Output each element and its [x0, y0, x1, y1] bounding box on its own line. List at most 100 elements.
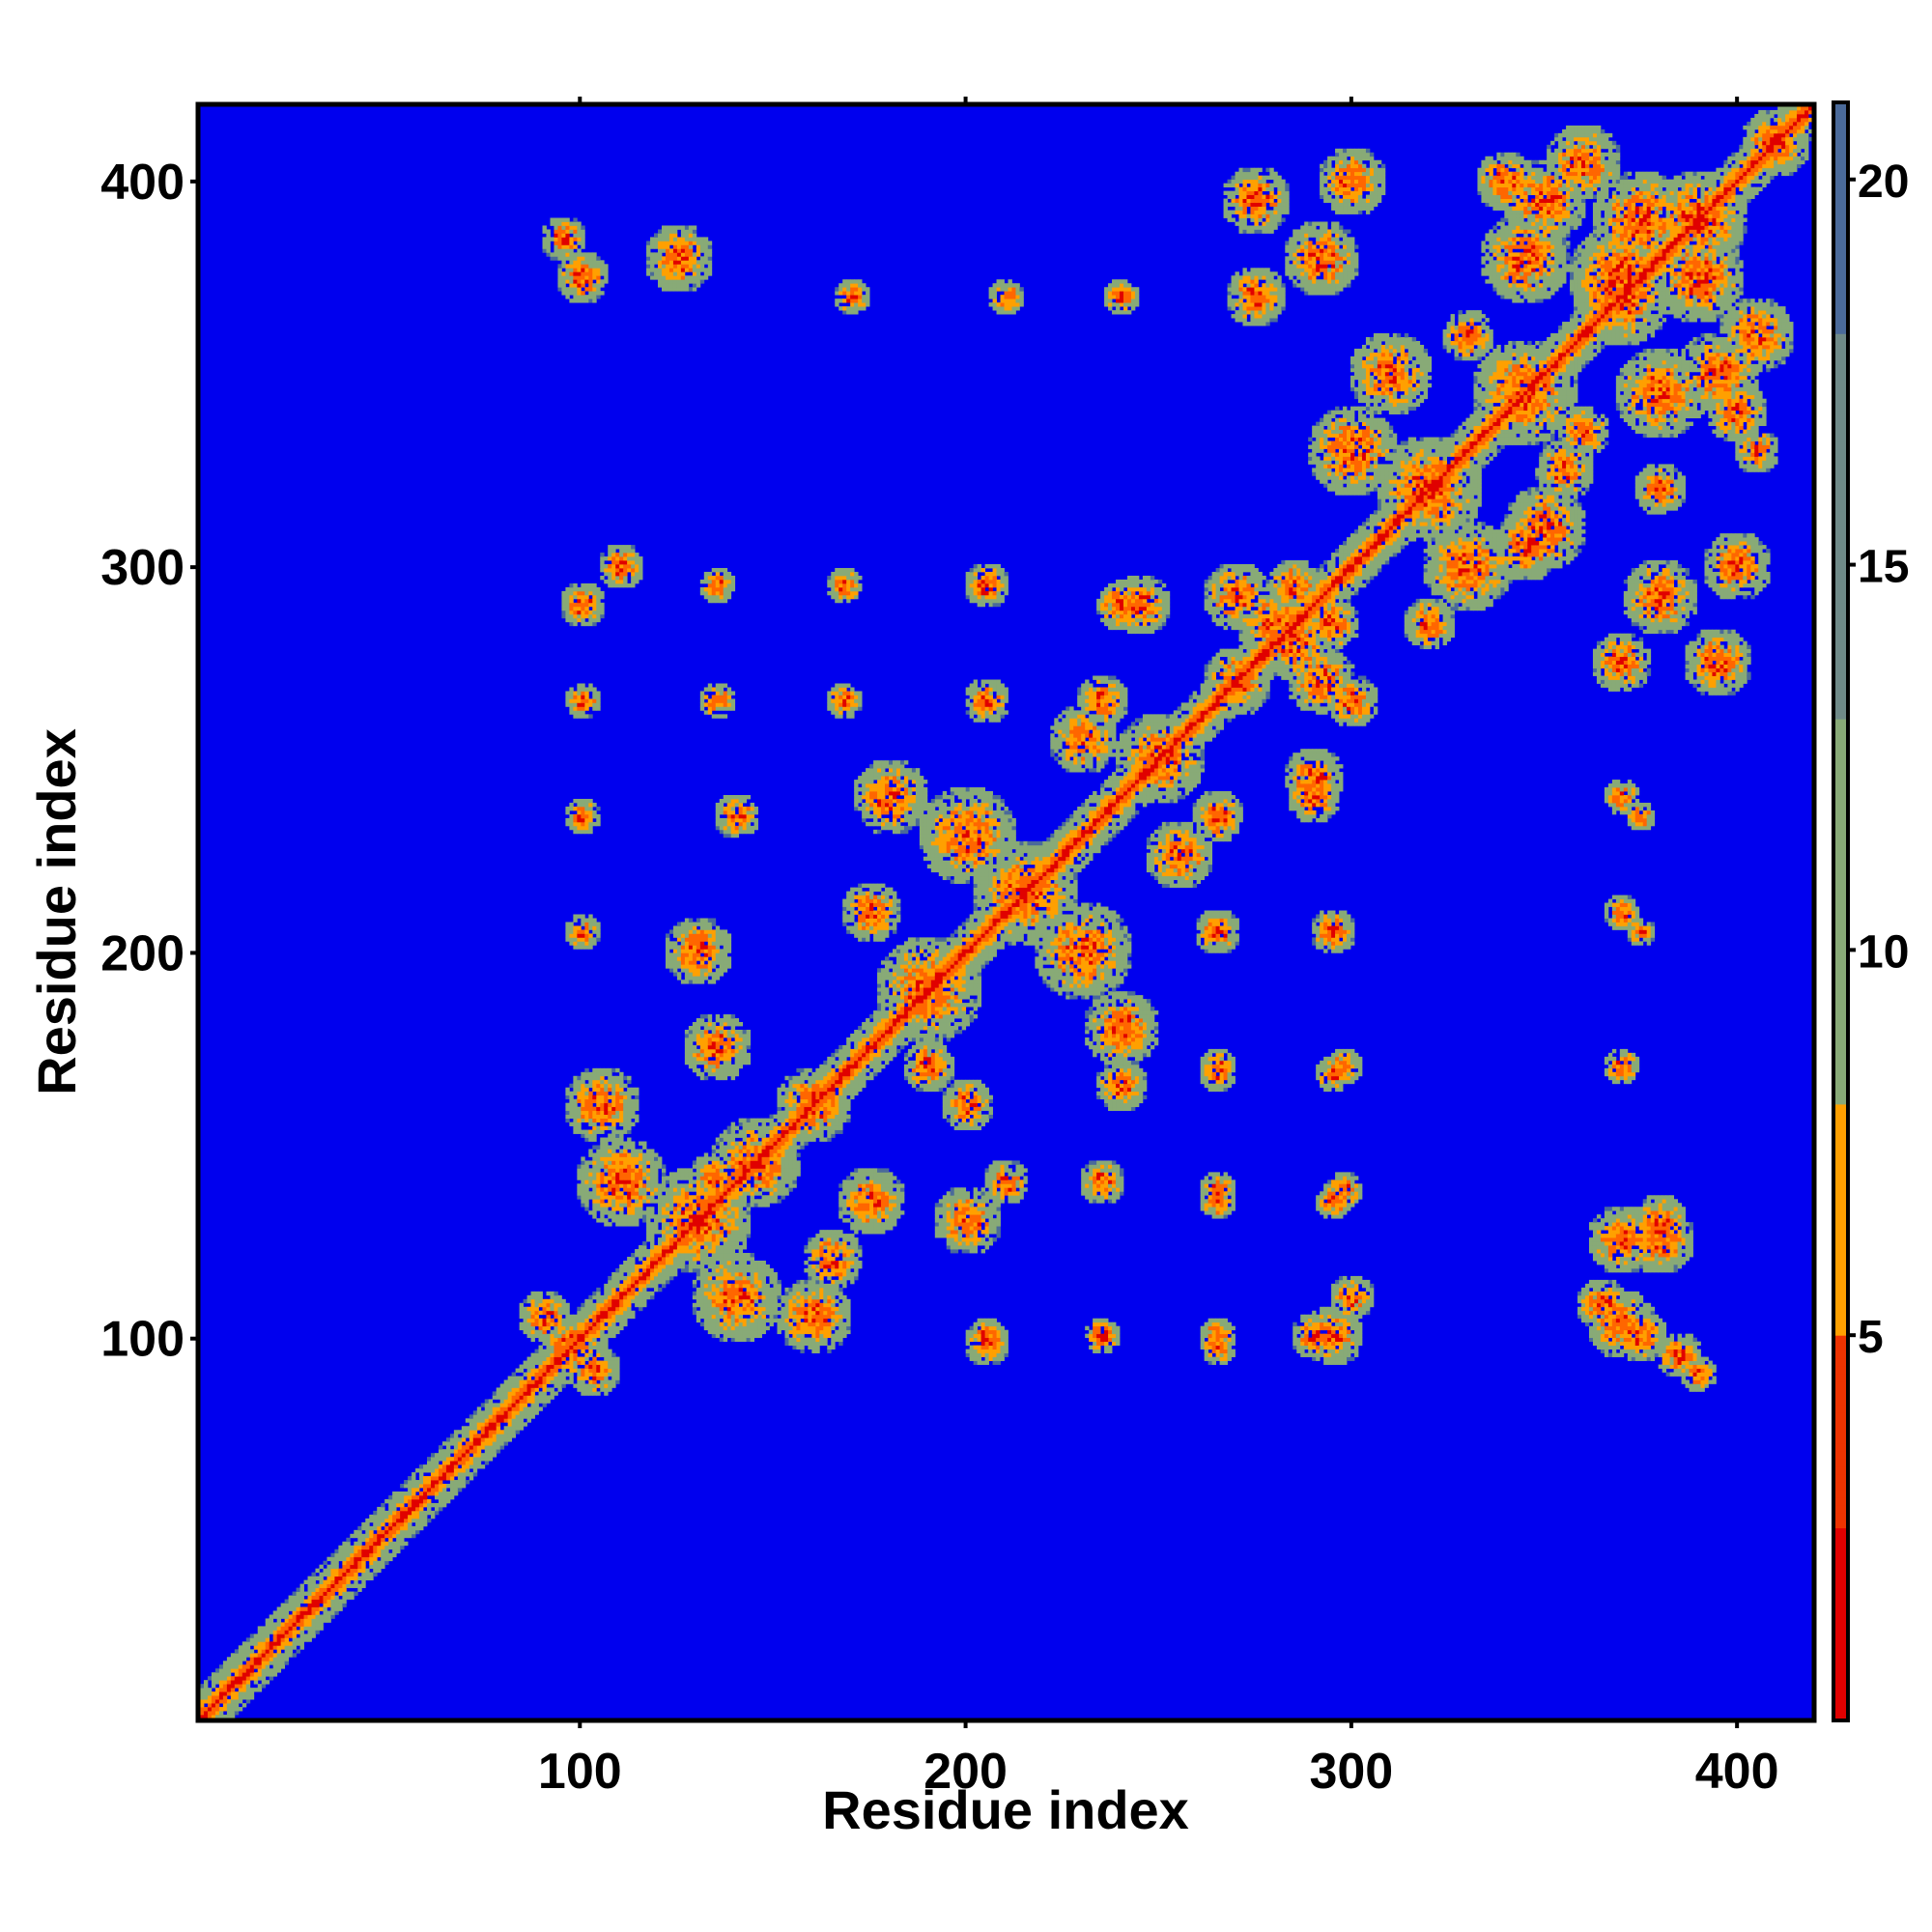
heatmap-cell [719, 1230, 724, 1235]
heatmap-cell [596, 1094, 601, 1100]
heatmap-cell [334, 1564, 339, 1570]
heatmap-cell [577, 710, 582, 715]
heatmap-cell [608, 1094, 612, 1100]
heatmap-cell [226, 1711, 232, 1716]
heatmap-cell [546, 1356, 551, 1361]
heatmap-cell [730, 586, 736, 592]
heatmap-cell [746, 1325, 752, 1331]
heatmap-cell [692, 1214, 697, 1219]
heatmap-cell [257, 1649, 263, 1654]
heatmap-cell [635, 1214, 639, 1219]
heatmap-cell [719, 1257, 724, 1262]
heatmap-cell [650, 241, 655, 245]
heatmap-cell [415, 1480, 420, 1485]
heatmap-cell [726, 586, 732, 592]
heatmap-cell [726, 810, 732, 815]
heatmap-cell [584, 825, 589, 831]
heatmap-cell [400, 1510, 405, 1516]
heatmap-cell [639, 1214, 643, 1219]
heatmap-cell [203, 1680, 209, 1685]
heatmap-cell [257, 1630, 263, 1634]
heatmap-cell [715, 1271, 721, 1277]
heatmap-cell [650, 1257, 655, 1262]
heatmap-cell [453, 1480, 459, 1485]
heatmap-cell [707, 945, 713, 950]
heatmap-cell [658, 229, 663, 234]
heatmap-cell [569, 821, 574, 827]
heatmap-cell [730, 1064, 736, 1069]
heatmap-cell [631, 1176, 636, 1180]
heatmap-cell [734, 1294, 740, 1300]
heatmap-cell [680, 1187, 686, 1192]
heatmap-cell [307, 1622, 312, 1627]
heatmap-cell [581, 590, 585, 596]
heatmap-cell [519, 1302, 524, 1308]
heatmap-cell [511, 1395, 517, 1400]
heatmap-cell [253, 1637, 259, 1642]
heatmap-cell [465, 1430, 470, 1435]
heatmap-cell [600, 1321, 605, 1327]
heatmap-cell [699, 918, 705, 923]
heatmap-cell [457, 1488, 463, 1492]
heatmap-cell [265, 1618, 270, 1623]
heatmap-cell [600, 1129, 605, 1134]
heatmap-cell [676, 225, 682, 230]
heatmap-cell [680, 248, 686, 253]
heatmap-cell [707, 968, 713, 973]
heatmap-cell [654, 1176, 659, 1180]
heatmap-cell [627, 1195, 632, 1200]
heatmap-cell [611, 1364, 616, 1369]
heatmap-cell [707, 964, 713, 969]
heatmap-cell [615, 1294, 620, 1300]
heatmap-cell [565, 1310, 570, 1316]
heatmap-cell [581, 1083, 585, 1089]
heatmap-cell [699, 256, 705, 261]
heatmap-cell [338, 1603, 343, 1607]
heatmap-cell [600, 1179, 605, 1184]
heatmap-cell [350, 1560, 355, 1566]
heatmap-cell [480, 1410, 486, 1415]
heatmap-cell [715, 1298, 721, 1304]
heatmap-cell [238, 1668, 243, 1673]
heatmap-cell [746, 1329, 752, 1335]
heatmap-cell [573, 798, 578, 804]
heatmap-cell [715, 1040, 721, 1046]
heatmap-cell [342, 1591, 347, 1596]
heatmap-cell [707, 929, 713, 934]
heatmap-cell [299, 1595, 304, 1600]
heatmap-cell [569, 929, 574, 934]
heatmap-cell [519, 1314, 524, 1320]
heatmap-cell [592, 810, 597, 815]
heatmap-cell [608, 1379, 612, 1384]
heatmap-cell [377, 1518, 382, 1523]
heatmap-cell [699, 933, 705, 938]
heatmap-cell [377, 1545, 382, 1550]
heatmap-cell [369, 1564, 374, 1570]
heatmap-cell [203, 1695, 209, 1700]
heatmap-cell [672, 925, 678, 930]
heatmap-cell [672, 248, 678, 253]
heatmap-cell [584, 829, 589, 835]
heatmap-cell [538, 1325, 543, 1331]
heatmap-cell [703, 1287, 709, 1293]
heatmap-cell [665, 271, 670, 276]
heatmap-cell [619, 1183, 624, 1188]
heatmap-cell [719, 582, 724, 588]
heatmap-cell [631, 1294, 636, 1300]
heatmap-cell [631, 1218, 636, 1223]
heatmap-cell [284, 1634, 290, 1638]
heatmap-cell [726, 1179, 732, 1184]
heatmap-cell [672, 1260, 678, 1265]
heatmap-cell [742, 1234, 748, 1238]
heatmap-cell [261, 1626, 267, 1631]
heatmap-cell [404, 1521, 409, 1527]
heatmap-cell [538, 1383, 543, 1388]
heatmap-cell [503, 1434, 509, 1438]
heatmap-cell [581, 1345, 585, 1350]
heatmap-cell [619, 564, 624, 569]
heatmap-cell [680, 1241, 686, 1246]
heatmap-cell [538, 1360, 543, 1365]
heatmap-cell [715, 1210, 721, 1215]
heatmap-cell [611, 1168, 616, 1173]
heatmap-cell [573, 1349, 578, 1353]
